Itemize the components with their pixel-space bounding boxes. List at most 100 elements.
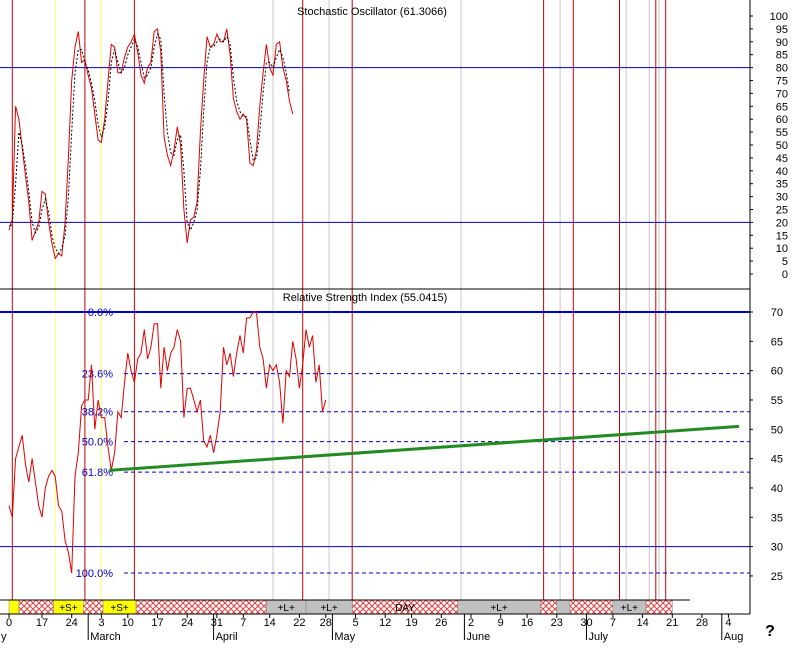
date-tick-label: 28 — [696, 617, 708, 629]
rsi-tick-label: 50 — [771, 424, 783, 436]
date-tick-label: 3 — [98, 617, 104, 629]
cycle-lines — [11, 0, 667, 614]
fib-level-label: 100.0% — [76, 568, 114, 580]
cycle-band-label: +L+ — [278, 603, 295, 614]
cycle-band-label: DAY — [395, 603, 415, 614]
rsi-tick-label: 40 — [771, 483, 783, 495]
stochastic-tick-label: 10 — [776, 243, 788, 255]
cycle-band-strip: +S+ +S+ +L+ +L+ DAY +L+ +L+ — [0, 599, 690, 615]
rsi-tick-label: 55 — [771, 395, 783, 407]
stochastic-tick-label: 25 — [776, 205, 788, 217]
fib-level-label: 50.0% — [82, 437, 113, 449]
stochastic-series — [8, 27, 294, 260]
stochastic-d-line — [8, 32, 290, 255]
date-tick-label: 26 — [435, 617, 447, 629]
date-tick-label: 14 — [636, 617, 648, 629]
cycle-band-label: +L+ — [490, 603, 507, 614]
stochastic-tick-label: 30 — [776, 192, 788, 204]
date-tick-label: 7 — [610, 617, 616, 629]
stochastic-guide-lines — [0, 67, 750, 223]
rsi-tick-label: 35 — [771, 512, 783, 524]
stochastic-tick-label: 0 — [782, 269, 788, 281]
stochastic-y-axis: 1009590858075706560555045403530252015105… — [750, 11, 788, 281]
cycle-band — [8, 599, 20, 615]
date-tick-label: 23 — [551, 617, 563, 629]
rsi-tick-label: 60 — [771, 366, 783, 378]
stochastic-tick-label: 95 — [776, 24, 788, 36]
date-tick-label: 0 — [6, 617, 12, 629]
rsi-title: Relative Strength Index (55.0415) — [283, 292, 448, 304]
rsi-guide-lines — [0, 311, 750, 548]
stochastic-tick-label: 70 — [776, 88, 788, 100]
stochastic-tick-label: 55 — [776, 127, 788, 139]
rsi-tick-label: 25 — [771, 571, 783, 583]
date-tick-label: 24 — [181, 617, 193, 629]
rsi-series — [8, 311, 327, 574]
fib-level-label: 61.8% — [82, 467, 113, 479]
month-label: May — [334, 631, 355, 643]
stochastic-title: Stochastic Oscillator (61.3066) — [297, 6, 447, 18]
date-tick-label: 17 — [151, 617, 163, 629]
fib-level-label: 23.6% — [82, 369, 113, 381]
stochastic-tick-label: 15 — [776, 230, 788, 242]
fib-level-label: 38.2% — [82, 407, 113, 419]
cycle-band-label: +L+ — [320, 603, 337, 614]
stochastic-tick-label: 35 — [776, 179, 788, 191]
month-label: April — [216, 631, 238, 643]
rsi-tick-label: 45 — [771, 454, 783, 466]
date-tick-label: 19 — [405, 617, 417, 629]
date-tick-label: 7 — [240, 617, 246, 629]
rsi-tick-label: 30 — [771, 542, 783, 554]
date-tick-label: 14 — [264, 617, 276, 629]
month-label: March — [90, 631, 121, 643]
rsi-y-axis: 70 65 60 55 50 45 40 35 30 25 — [750, 307, 783, 583]
rsi-tick-label: 65 — [771, 336, 783, 348]
cycle-band — [556, 599, 571, 615]
cycle-band — [540, 599, 558, 615]
cycle-band-label: +S+ — [59, 603, 78, 614]
rsi-trendline — [109, 424, 740, 472]
date-tick-label: 16 — [521, 617, 533, 629]
date-tick-label: 22 — [293, 617, 305, 629]
stochastic-tick-label: 80 — [776, 63, 788, 75]
rsi-line — [8, 311, 327, 574]
stochastic-tick-label: 85 — [776, 50, 788, 62]
month-label: Aug — [724, 631, 744, 643]
cycle-band — [645, 599, 673, 615]
stochastic-tick-label: 50 — [776, 140, 788, 152]
stochastic-tick-label: 40 — [776, 166, 788, 178]
date-tick-label: 31 — [211, 617, 223, 629]
stochastic-tick-label: 60 — [776, 114, 788, 126]
question-mark: ? — [765, 623, 775, 640]
date-axis: 0 17 24 3 10 17 24 31 7 14 22 28 5 12 19 26 2 9 16 23 30 7 14 2… — [0, 613, 775, 643]
fib-level-label: 0.0% — [88, 307, 113, 319]
stochastic-tick-label: 65 — [776, 101, 788, 113]
date-tick-label: 17 — [36, 617, 48, 629]
date-tick-label: 28 — [320, 617, 332, 629]
date-tick-label: 2 — [468, 617, 474, 629]
rsi-tick-label: 70 — [771, 307, 783, 319]
date-tick-label: 9 — [498, 617, 504, 629]
cycle-band — [18, 599, 54, 615]
fibonacci-levels: 0.0% 23.6% 38.2% 50.0% 61.8% 100.0% — [76, 307, 750, 580]
date-tick-label: 4 — [725, 617, 731, 629]
date-tick-label: 10 — [122, 617, 134, 629]
stochastic-tick-label: 5 — [782, 256, 788, 268]
date-tick-label: 5 — [352, 617, 358, 629]
stochastic-tick-label: 75 — [776, 76, 788, 88]
stochastic-tick-label: 100 — [770, 11, 788, 23]
cycle-band — [569, 599, 614, 615]
stochastic-tick-label: 45 — [776, 153, 788, 165]
date-tick-label: 12 — [379, 617, 391, 629]
rsi-panel: Relative Strength Index (55.0415) 0.0% 23… — [0, 292, 783, 583]
cycle-band-label: +S+ — [110, 603, 129, 614]
cycle-band-label: +L+ — [621, 603, 638, 614]
month-label: July — [589, 631, 609, 643]
cycle-band — [135, 599, 267, 615]
month-label: June — [466, 631, 490, 643]
date-tick-label: 24 — [66, 617, 78, 629]
partial-month-label: y — [1, 631, 7, 643]
stochastic-tick-label: 90 — [776, 37, 788, 49]
